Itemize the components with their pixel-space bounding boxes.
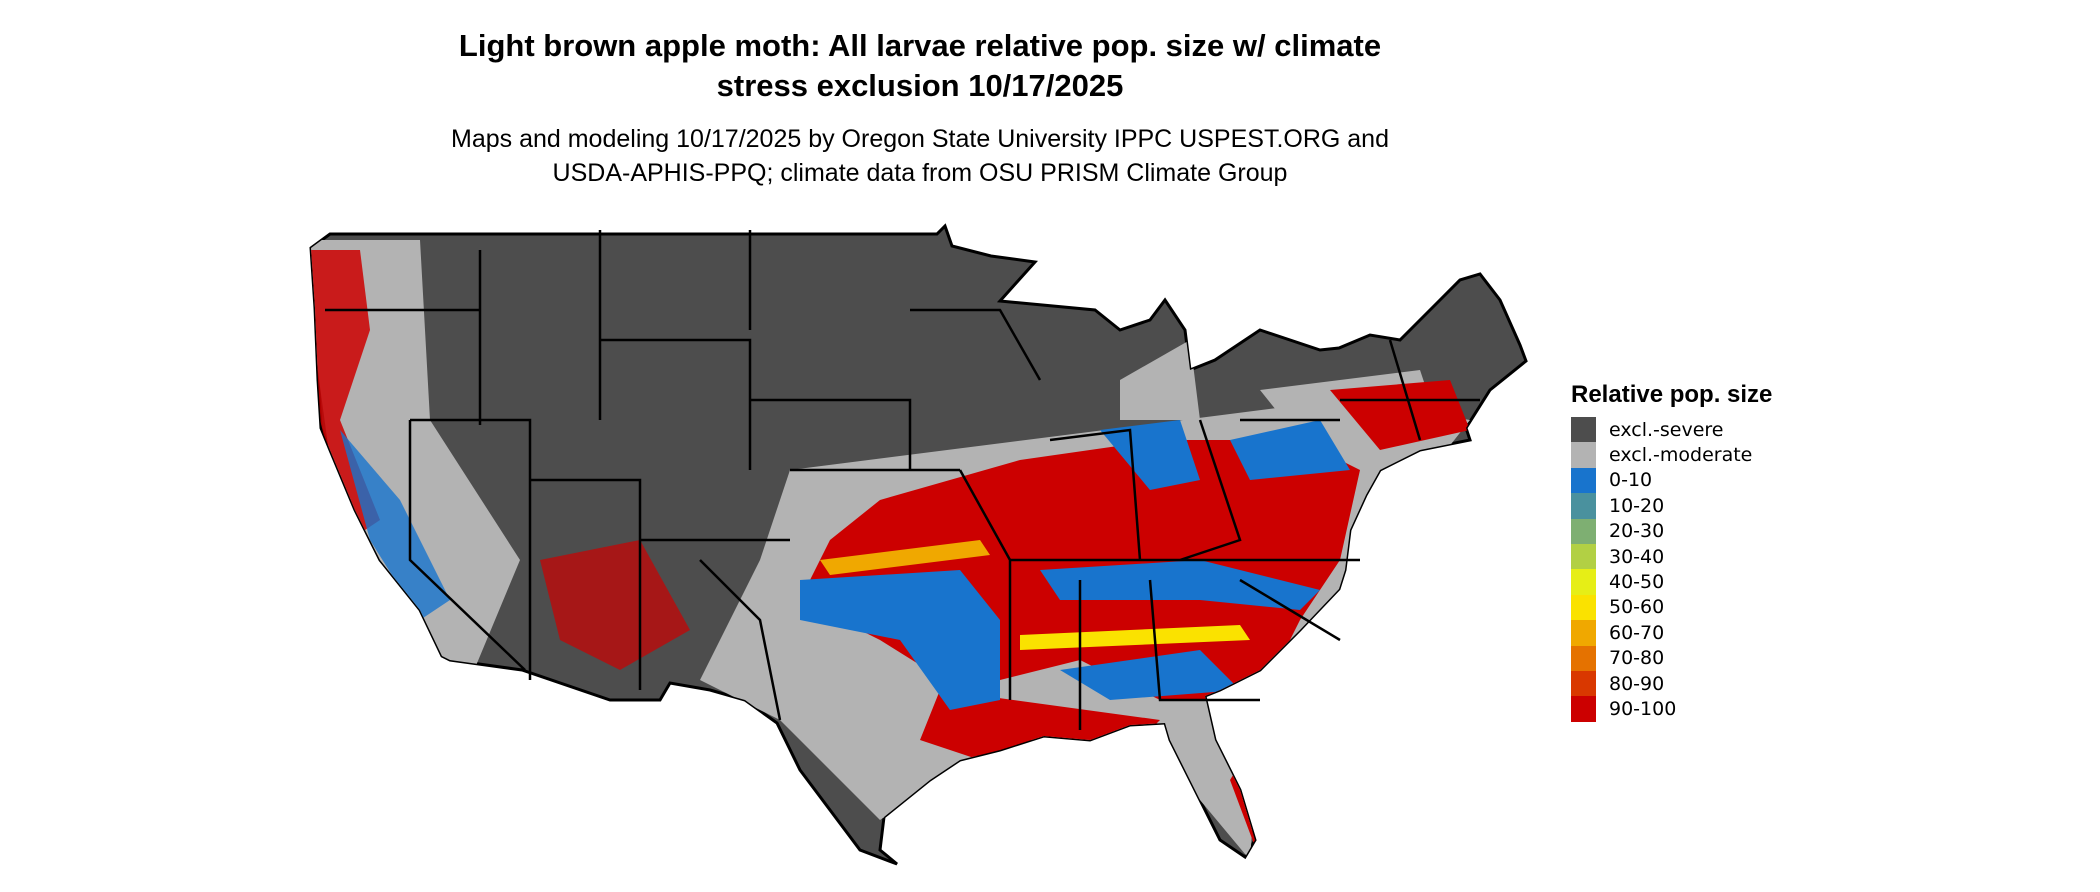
- legend-item: 80-90: [1571, 670, 1772, 697]
- legend-item: 10-20: [1571, 493, 1772, 519]
- zone-low: [1040, 560, 1320, 610]
- zone-high: [1330, 380, 1470, 450]
- zone-moderate: [1120, 340, 1200, 420]
- legend-swatch: [1571, 518, 1596, 544]
- title-line-1: Light brown apple moth: All larvae relat…: [458, 28, 1382, 63]
- legend-title: Relative pop. size: [1571, 381, 1773, 408]
- subtitle-line-1: Maps and modeling 10/17/2025 by Oregon S…: [451, 125, 1389, 153]
- legend-items: excl.-severe excl.-moderate 0-10 10-20 20-30…: [1571, 417, 1772, 722]
- legend-swatch: [1571, 670, 1596, 697]
- legend-label: 60-70: [1609, 621, 1665, 644]
- legend-swatch: [1571, 417, 1596, 443]
- legend-item: 50-60: [1571, 594, 1772, 621]
- legend-label: 10-20: [1609, 494, 1665, 517]
- legend-item: 30-40: [1571, 543, 1772, 570]
- zone-low: [1230, 420, 1350, 480]
- legend-swatch: [1571, 543, 1596, 570]
- legend-label: excl.-severe: [1609, 418, 1724, 441]
- legend-swatch: [1571, 467, 1596, 494]
- legend-item: 90-100: [1571, 696, 1772, 722]
- legend: Relative pop. size excl.-severe excl.-mod…: [1571, 381, 1772, 722]
- legend-item: 0-10: [1571, 467, 1772, 494]
- legend-label: 30-40: [1609, 545, 1665, 568]
- legend-label: excl.-moderate: [1609, 444, 1753, 467]
- legend-swatch: [1571, 645, 1596, 671]
- legend-item: 70-80: [1571, 645, 1772, 671]
- legend-label: 90-100: [1609, 697, 1677, 720]
- legend-label: 40-50: [1609, 571, 1665, 594]
- legend-label: 50-60: [1609, 596, 1665, 619]
- legend-label: 20-30: [1609, 520, 1665, 543]
- state-boundaries: [325, 230, 1480, 730]
- legend-label: 0-10: [1609, 469, 1653, 492]
- title-line-2: stress exclusion 10/17/2025: [716, 68, 1124, 103]
- map-raster: [311, 240, 1470, 860]
- legend-swatch: [1571, 696, 1596, 722]
- legend-item: 20-30: [1571, 518, 1772, 544]
- zone-high: [311, 250, 380, 540]
- zone-low: [800, 570, 1000, 710]
- legend-item: excl.-moderate: [1571, 442, 1772, 468]
- legend-swatch: [1571, 620, 1596, 646]
- legend-item: 40-50: [1571, 569, 1772, 595]
- zone-low: [1060, 650, 1240, 700]
- legend-swatch: [1571, 594, 1596, 621]
- legend-item: 60-70: [1571, 620, 1772, 646]
- map-title: Light brown apple moth: All larvae relat…: [320, 26, 1520, 106]
- zone-mid: [820, 540, 990, 575]
- legend-item: excl.-severe: [1571, 417, 1772, 443]
- legend-label: 80-90: [1609, 672, 1665, 695]
- map-subtitle: Maps and modeling 10/17/2025 by Oregon S…: [320, 122, 1520, 190]
- subtitle-line-2: USDA-APHIS-PPQ; climate data from OSU PR…: [552, 159, 1288, 187]
- zone-low: [1100, 420, 1200, 490]
- legend-swatch: [1571, 569, 1596, 595]
- legend-swatch: [1571, 493, 1596, 519]
- zone-high: [540, 540, 690, 670]
- legend-swatch: [1571, 442, 1596, 468]
- zone-mid: [1020, 625, 1250, 650]
- legend-label: 70-80: [1609, 647, 1665, 670]
